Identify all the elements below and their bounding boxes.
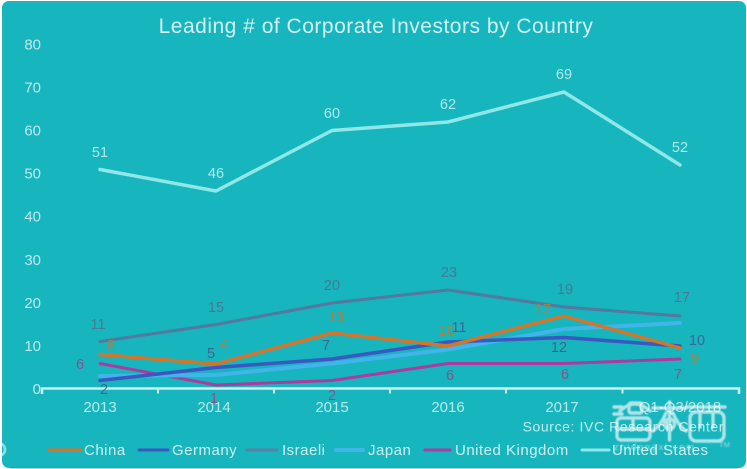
svg-text:TM: TM — [719, 440, 730, 449]
svg-text:6: 6 — [561, 367, 569, 383]
svg-text:4: 4 — [220, 338, 228, 354]
svg-text:10: 10 — [689, 333, 705, 349]
svg-text:7: 7 — [674, 367, 682, 383]
svg-text:13: 13 — [328, 310, 344, 326]
svg-text:11: 11 — [90, 317, 105, 333]
svg-text:2: 2 — [100, 382, 108, 398]
svg-text:6: 6 — [446, 368, 454, 384]
svg-text:52: 52 — [672, 140, 688, 156]
svg-text:20: 20 — [24, 295, 41, 312]
svg-text:Leading # of Corporate Investo: Leading # of Corporate Investors by Coun… — [159, 15, 594, 38]
svg-text:6: 6 — [76, 357, 84, 373]
svg-text:12: 12 — [551, 340, 567, 356]
svg-text:19: 19 — [557, 282, 573, 298]
svg-text:Israeli: Israeli — [282, 442, 326, 459]
svg-text:46: 46 — [208, 166, 224, 182]
svg-text:80: 80 — [24, 37, 41, 54]
svg-text:2014: 2014 — [197, 399, 230, 416]
svg-text:2: 2 — [328, 388, 336, 404]
svg-text:China: China — [84, 442, 126, 459]
svg-text:10: 10 — [24, 338, 41, 355]
svg-text:11: 11 — [451, 320, 466, 336]
svg-text:Source: IVC Research Center: Source: IVC Research Center — [523, 419, 724, 435]
svg-text:70: 70 — [24, 80, 41, 97]
svg-text:8: 8 — [107, 338, 115, 354]
svg-text:2017: 2017 — [545, 399, 578, 416]
svg-text:0: 0 — [33, 381, 41, 398]
svg-text:7: 7 — [322, 338, 330, 354]
svg-text:60: 60 — [324, 106, 340, 122]
svg-text:Japan: Japan — [368, 442, 411, 459]
svg-text:20: 20 — [324, 278, 340, 294]
svg-text:2015: 2015 — [315, 399, 348, 416]
svg-text:2013: 2013 — [83, 399, 116, 416]
svg-text:9: 9 — [691, 351, 699, 367]
svg-text:United States: United States — [612, 442, 709, 459]
svg-text:10: 10 — [439, 323, 455, 339]
svg-text:51: 51 — [92, 145, 108, 161]
svg-text:17: 17 — [674, 290, 690, 306]
svg-text:15: 15 — [208, 300, 224, 316]
svg-text:Germany: Germany — [172, 442, 237, 459]
svg-text:50: 50 — [24, 166, 41, 183]
svg-text:United Kingdom: United Kingdom — [455, 442, 569, 459]
svg-text:2016: 2016 — [431, 399, 464, 416]
svg-text:60: 60 — [24, 123, 41, 140]
svg-text:1: 1 — [210, 391, 218, 407]
svg-text:40: 40 — [24, 209, 41, 226]
svg-text:62: 62 — [440, 97, 456, 113]
svg-text:5: 5 — [207, 346, 215, 362]
svg-text:23: 23 — [441, 265, 457, 281]
svg-text:30: 30 — [24, 252, 41, 269]
svg-text:zhidongxi.com: zhidongxi.com — [614, 442, 696, 453]
svg-text:69: 69 — [556, 67, 572, 83]
svg-text:17: 17 — [535, 302, 551, 318]
